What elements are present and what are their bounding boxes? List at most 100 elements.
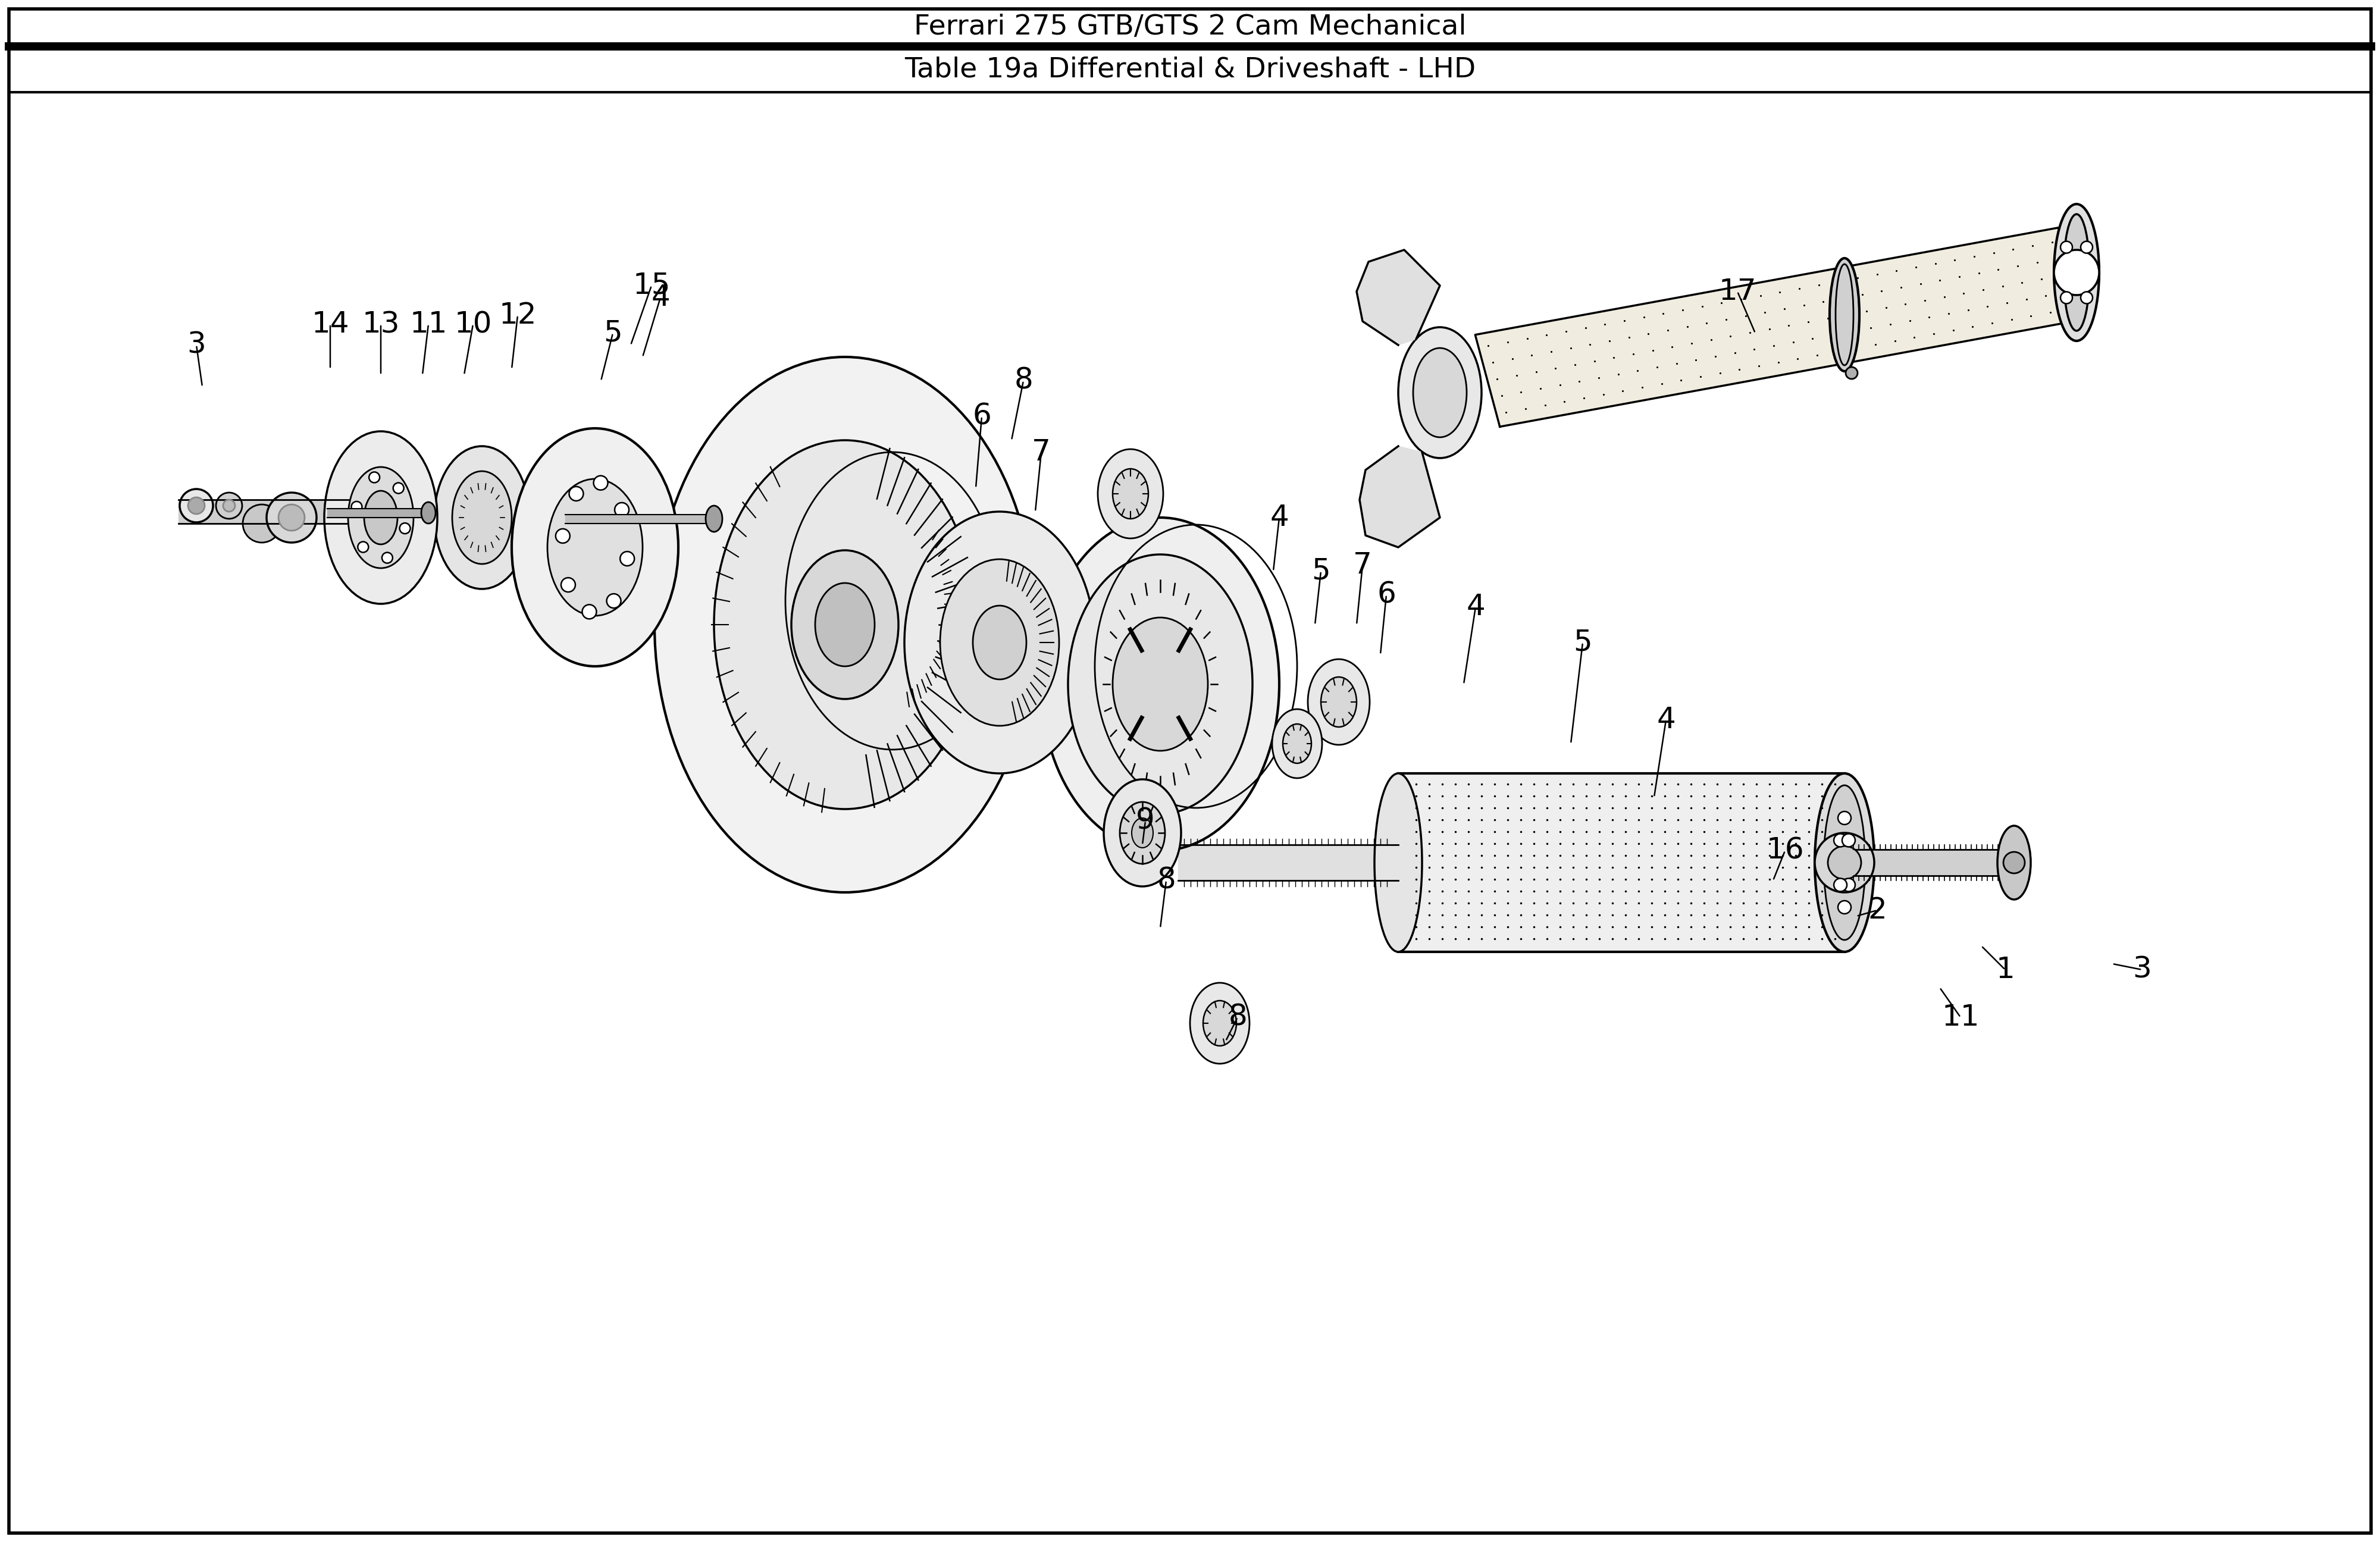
Circle shape <box>593 476 607 490</box>
Text: 16: 16 <box>1766 836 1804 865</box>
Circle shape <box>2080 241 2092 253</box>
Circle shape <box>243 504 281 543</box>
Text: 4: 4 <box>1271 503 1288 532</box>
Polygon shape <box>1476 228 2082 427</box>
Text: 11: 11 <box>1942 1002 1980 1032</box>
Circle shape <box>562 578 576 592</box>
Circle shape <box>278 504 305 530</box>
Ellipse shape <box>1190 982 1250 1064</box>
Circle shape <box>357 541 369 552</box>
Text: 3: 3 <box>2132 956 2152 984</box>
Circle shape <box>2054 250 2099 295</box>
Ellipse shape <box>1271 709 1323 779</box>
Ellipse shape <box>940 560 1059 726</box>
Circle shape <box>2061 291 2073 304</box>
Circle shape <box>621 552 635 566</box>
Ellipse shape <box>2063 214 2090 332</box>
Ellipse shape <box>714 439 976 810</box>
Ellipse shape <box>1104 779 1180 887</box>
Ellipse shape <box>1309 658 1371 745</box>
Text: 5: 5 <box>1311 557 1330 586</box>
Ellipse shape <box>324 432 438 604</box>
Ellipse shape <box>654 356 1035 893</box>
Text: 5: 5 <box>1573 628 1592 657</box>
Circle shape <box>224 500 236 512</box>
Ellipse shape <box>1114 617 1209 751</box>
Ellipse shape <box>1816 774 1875 951</box>
Circle shape <box>1828 847 1861 879</box>
Text: 4: 4 <box>652 284 669 311</box>
Text: 11: 11 <box>409 310 447 339</box>
Ellipse shape <box>790 550 900 699</box>
Text: 8: 8 <box>1228 1002 1247 1032</box>
Ellipse shape <box>1121 802 1166 864</box>
Ellipse shape <box>1376 774 1423 951</box>
Circle shape <box>2054 250 2099 295</box>
Text: 6: 6 <box>1378 581 1395 609</box>
Ellipse shape <box>1204 1001 1238 1045</box>
Ellipse shape <box>814 583 876 666</box>
Text: 8: 8 <box>1014 367 1033 395</box>
Text: 12: 12 <box>500 301 536 330</box>
Ellipse shape <box>1830 258 1859 372</box>
Circle shape <box>181 489 214 523</box>
Ellipse shape <box>1399 327 1480 458</box>
Text: 4: 4 <box>1656 706 1676 734</box>
Circle shape <box>400 523 409 534</box>
Circle shape <box>369 472 381 483</box>
Circle shape <box>1837 811 1852 825</box>
Text: 7: 7 <box>1033 438 1050 466</box>
Circle shape <box>1847 367 1856 379</box>
Text: Table 19a Differential & Driveshaft - LHD: Table 19a Differential & Driveshaft - LH… <box>904 56 1476 83</box>
Text: 10: 10 <box>455 310 493 339</box>
Ellipse shape <box>973 606 1026 680</box>
Circle shape <box>267 492 317 543</box>
Ellipse shape <box>904 512 1095 774</box>
Ellipse shape <box>421 503 436 524</box>
Ellipse shape <box>1321 677 1357 726</box>
Circle shape <box>1835 879 1847 891</box>
Circle shape <box>607 594 621 608</box>
Ellipse shape <box>347 467 414 567</box>
Ellipse shape <box>512 429 678 666</box>
Text: 4: 4 <box>1466 592 1485 621</box>
Ellipse shape <box>1283 725 1311 763</box>
Ellipse shape <box>1069 555 1252 814</box>
Circle shape <box>1835 834 1847 847</box>
Circle shape <box>188 498 205 513</box>
Text: 17: 17 <box>1718 278 1756 305</box>
Circle shape <box>1816 833 1875 893</box>
Circle shape <box>569 487 583 501</box>
Text: 8: 8 <box>1157 867 1176 894</box>
Circle shape <box>583 604 597 618</box>
Circle shape <box>2061 241 2073 253</box>
Ellipse shape <box>433 446 528 589</box>
Circle shape <box>352 501 362 512</box>
Circle shape <box>1837 901 1852 914</box>
Circle shape <box>2080 291 2092 304</box>
Circle shape <box>2004 851 2025 873</box>
Ellipse shape <box>1823 785 1866 941</box>
Circle shape <box>555 529 569 543</box>
Text: 3: 3 <box>188 332 205 359</box>
Circle shape <box>217 492 243 518</box>
Ellipse shape <box>1414 348 1466 438</box>
Text: 15: 15 <box>633 271 671 299</box>
Text: 9: 9 <box>1135 806 1154 836</box>
Polygon shape <box>1357 250 1440 345</box>
Text: 14: 14 <box>312 310 350 339</box>
Circle shape <box>393 483 405 493</box>
Text: 5: 5 <box>605 319 621 347</box>
Ellipse shape <box>452 472 512 564</box>
Circle shape <box>1842 879 1854 891</box>
Ellipse shape <box>704 506 724 532</box>
Ellipse shape <box>1114 469 1147 518</box>
Ellipse shape <box>364 490 397 544</box>
Text: 2: 2 <box>1868 896 1887 925</box>
Circle shape <box>614 503 628 517</box>
Circle shape <box>1842 834 1854 847</box>
Polygon shape <box>1359 446 1440 547</box>
Text: 1: 1 <box>1997 956 2013 984</box>
Ellipse shape <box>1097 449 1164 538</box>
Ellipse shape <box>547 480 643 615</box>
